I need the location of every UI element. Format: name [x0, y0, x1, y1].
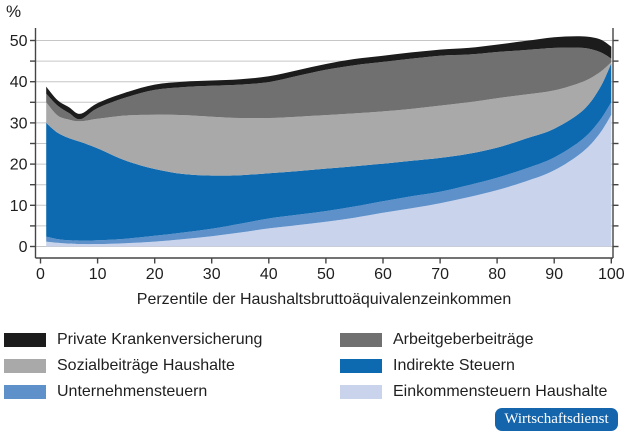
- legend-item-sozialbeitraege-haushalte: Sozialbeiträge Haushalte: [4, 357, 340, 375]
- area-indirekte-steuern: [46, 63, 612, 241]
- legend-item-indirekte-steuern: Indirekte Steuern: [340, 357, 626, 375]
- svg-text:80: 80: [488, 266, 506, 283]
- area-sozialbeitr-ge-haushalte: [46, 62, 612, 176]
- svg-text:10: 10: [10, 198, 28, 215]
- legend-label: Private Krankenversicherung: [57, 331, 263, 348]
- legend-label: Indirekte Steuern: [393, 357, 515, 374]
- svg-text:30: 30: [10, 115, 28, 132]
- svg-text:30: 30: [203, 266, 221, 283]
- y-axis-unit-label: %: [6, 2, 22, 21]
- svg-text:40: 40: [260, 266, 278, 283]
- svg-text:20: 20: [10, 157, 28, 174]
- svg-text:0: 0: [36, 266, 45, 283]
- svg-text:0: 0: [19, 239, 28, 256]
- legend-item-private-krankenversicherung: Private Krankenversicherung: [4, 331, 340, 349]
- legend-swatch-black-icon: [4, 333, 46, 347]
- legend-swatch-mediumblue-icon: [4, 385, 46, 399]
- wirtschaftsdienst-badge: Wirtschaftsdienst: [495, 408, 618, 431]
- legend-label: Arbeitgeberbeiträge: [393, 331, 534, 348]
- chart-legend: Private Krankenversicherung Arbeitgeberb…: [4, 331, 626, 401]
- svg-text:90: 90: [545, 266, 563, 283]
- svg-text:40: 40: [10, 74, 28, 91]
- svg-text:100: 100: [598, 266, 625, 283]
- axes: [30, 28, 619, 264]
- area-einkommensteuern-haushalte: [46, 114, 612, 247]
- stacked-area-chart: 0 10 20 30 40 50 0 10 20 30 40 50 60 70 80 90 100: [10, 28, 625, 283]
- legend-swatch-darkgray-icon: [340, 333, 382, 347]
- badge-label: Wirtschaftsdienst: [504, 411, 609, 427]
- svg-text:50: 50: [10, 33, 28, 50]
- legend-swatch-lightblue-icon: [340, 385, 382, 399]
- tick-labels: 0 10 20 30 40 50 0 10 20 30 40 50 60 70 80 90 100: [10, 33, 625, 283]
- legend-label: Sozialbeiträge Haushalte: [57, 357, 235, 374]
- area-arbeitgeberbeitr-ge: [46, 47, 612, 122]
- x-axis-title: Perzentile der Haushaltsbruttoäquivalenz…: [136, 291, 512, 308]
- svg-text:60: 60: [374, 266, 392, 283]
- svg-text:10: 10: [89, 266, 107, 283]
- stacked-areas: [46, 36, 612, 247]
- area-unternehmensteuern: [46, 102, 612, 245]
- legend-item-unternehmensteuern: Unternehmensteuern: [4, 383, 340, 401]
- svg-text:50: 50: [317, 266, 335, 283]
- legend-swatch-lightgray-icon: [4, 359, 46, 373]
- legend-item-einkommensteuern-haushalte: Einkommensteuern Haushalte: [340, 383, 626, 401]
- legend-label: Einkommensteuern Haushalte: [393, 383, 608, 400]
- legend-label: Unternehmensteuern: [57, 383, 208, 400]
- area-private-krankenversicherung: [46, 36, 612, 120]
- legend-item-arbeitgeberbeitraege: Arbeitgeberbeiträge: [340, 331, 626, 349]
- svg-text:20: 20: [146, 266, 164, 283]
- svg-text:70: 70: [431, 266, 449, 283]
- legend-swatch-blue-icon: [340, 359, 382, 373]
